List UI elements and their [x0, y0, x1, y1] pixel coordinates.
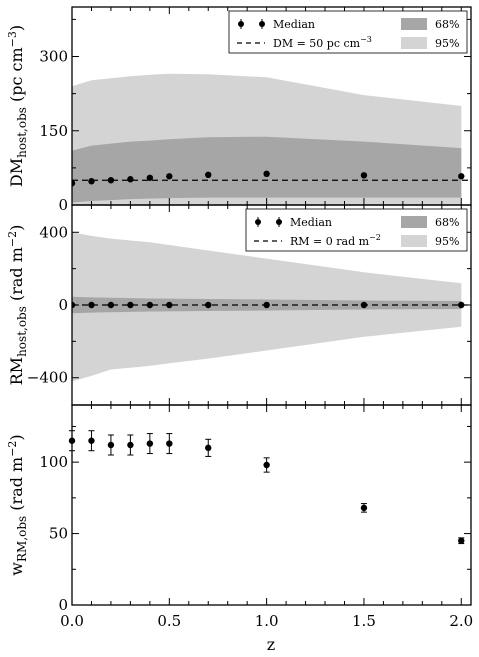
- data-point: [166, 440, 173, 447]
- panel-dm: 0 150 300 Median DM = 50 pc cm−3 68% 95% DMho…: [6, 6, 472, 214]
- panel-rm: −400 0 400 Median RM = 0 rad m−2 68% 95% RMho…: [6, 204, 472, 406]
- plot-clip: [72, 73, 471, 205]
- dm-legend: Median DM = 50 pc cm−3 68% 95%: [228, 10, 468, 54]
- y-tick-label: 300: [39, 48, 68, 66]
- plot-clip: [72, 232, 471, 382]
- wrm-y-axis-label: wRM,obs (rad m−2): [6, 434, 29, 575]
- median-point: [205, 301, 212, 309]
- median-point: [360, 172, 368, 179]
- y-tick-label: 50: [49, 525, 68, 543]
- legend-median-marker: [259, 21, 265, 27]
- legend-median-marker: [255, 219, 261, 225]
- median-point: [107, 301, 115, 309]
- legend-box: [228, 10, 468, 54]
- legend-band95-label: 95%: [435, 37, 459, 50]
- legend-band95-swatch: [401, 37, 427, 49]
- legend-reference-label: DM = 50 pc cm−3: [273, 35, 372, 50]
- band-68: [72, 136, 462, 203]
- y-tick-label: 150: [39, 122, 68, 140]
- legend-median-marker: [238, 21, 244, 27]
- y-tick-label: −400: [27, 369, 68, 387]
- y-tick-label: 400: [39, 223, 68, 241]
- legend-band68-label: 68%: [435, 216, 459, 229]
- median-point: [166, 173, 173, 180]
- x-tick-label: 0.5: [157, 612, 181, 630]
- legend-median-marker: [276, 219, 282, 225]
- y-axis-label-text: DMhost,obs (pc cm−3): [6, 25, 29, 187]
- legend-median-label: Median: [273, 18, 315, 31]
- x-tick-label: 0.0: [60, 612, 84, 630]
- legend-reference-label: RM = 0 rad m−2: [290, 233, 381, 248]
- median-point: [127, 301, 134, 309]
- y-tick-label: 0: [58, 596, 68, 614]
- median-point: [458, 301, 465, 309]
- legend-band95-swatch: [401, 235, 427, 247]
- data-point: [107, 441, 115, 449]
- x-tick-label: 1.5: [352, 612, 376, 630]
- median-point: [263, 301, 270, 309]
- median-point: [72, 180, 76, 187]
- median-point: [146, 301, 154, 309]
- y-tick-label: 0: [58, 196, 68, 214]
- legend-median-label: Median: [290, 216, 332, 229]
- median-point: [127, 176, 134, 183]
- data-point: [88, 437, 95, 444]
- rm-legend: Median RM = 0 rad m−2 68% 95%: [245, 208, 468, 252]
- data-point: [146, 440, 154, 447]
- x-tick-label: 2.0: [449, 612, 473, 630]
- median-point: [166, 301, 173, 309]
- median-point: [107, 177, 115, 184]
- rm-plot-area: −400 0 400: [27, 204, 472, 406]
- data-point: [458, 537, 465, 544]
- x-tick-label: 1.0: [255, 612, 279, 630]
- median-point: [88, 301, 95, 309]
- wrm-plot-area: 0 50 100 0.0 0.5 1.0 1.5 2.0: [39, 404, 473, 630]
- data-point: [127, 441, 134, 449]
- dm-y-axis-label: DMhost,obs (pc cm−3): [6, 25, 29, 187]
- x-axis-label: z: [267, 635, 275, 654]
- median-point: [263, 170, 270, 178]
- y-tick-label: 100: [39, 453, 68, 471]
- y-tick-label: 0: [58, 296, 68, 314]
- median-point: [458, 173, 465, 180]
- legend-band68-label: 68%: [435, 18, 459, 31]
- legend-band68-swatch: [401, 216, 427, 228]
- legend-band68-swatch: [401, 18, 427, 30]
- median-point: [205, 171, 212, 179]
- median-point: [360, 301, 368, 309]
- dm-plot-area: 0 150 300: [39, 6, 472, 214]
- median-point: [88, 178, 95, 185]
- axes-frame: [71, 404, 472, 606]
- legend-box: [245, 208, 468, 252]
- data-point: [205, 444, 212, 452]
- y-axis-label-text: wRM,obs (rad m−2): [6, 434, 29, 575]
- data-point: [263, 461, 270, 469]
- rm-y-axis-label: RMhost,obs (rad m−2): [6, 225, 29, 386]
- median-point: [146, 174, 154, 181]
- y-axis-label-text: RMhost,obs (rad m−2): [6, 225, 29, 386]
- data-point: [360, 504, 368, 512]
- legend-band95-label: 95%: [435, 235, 459, 248]
